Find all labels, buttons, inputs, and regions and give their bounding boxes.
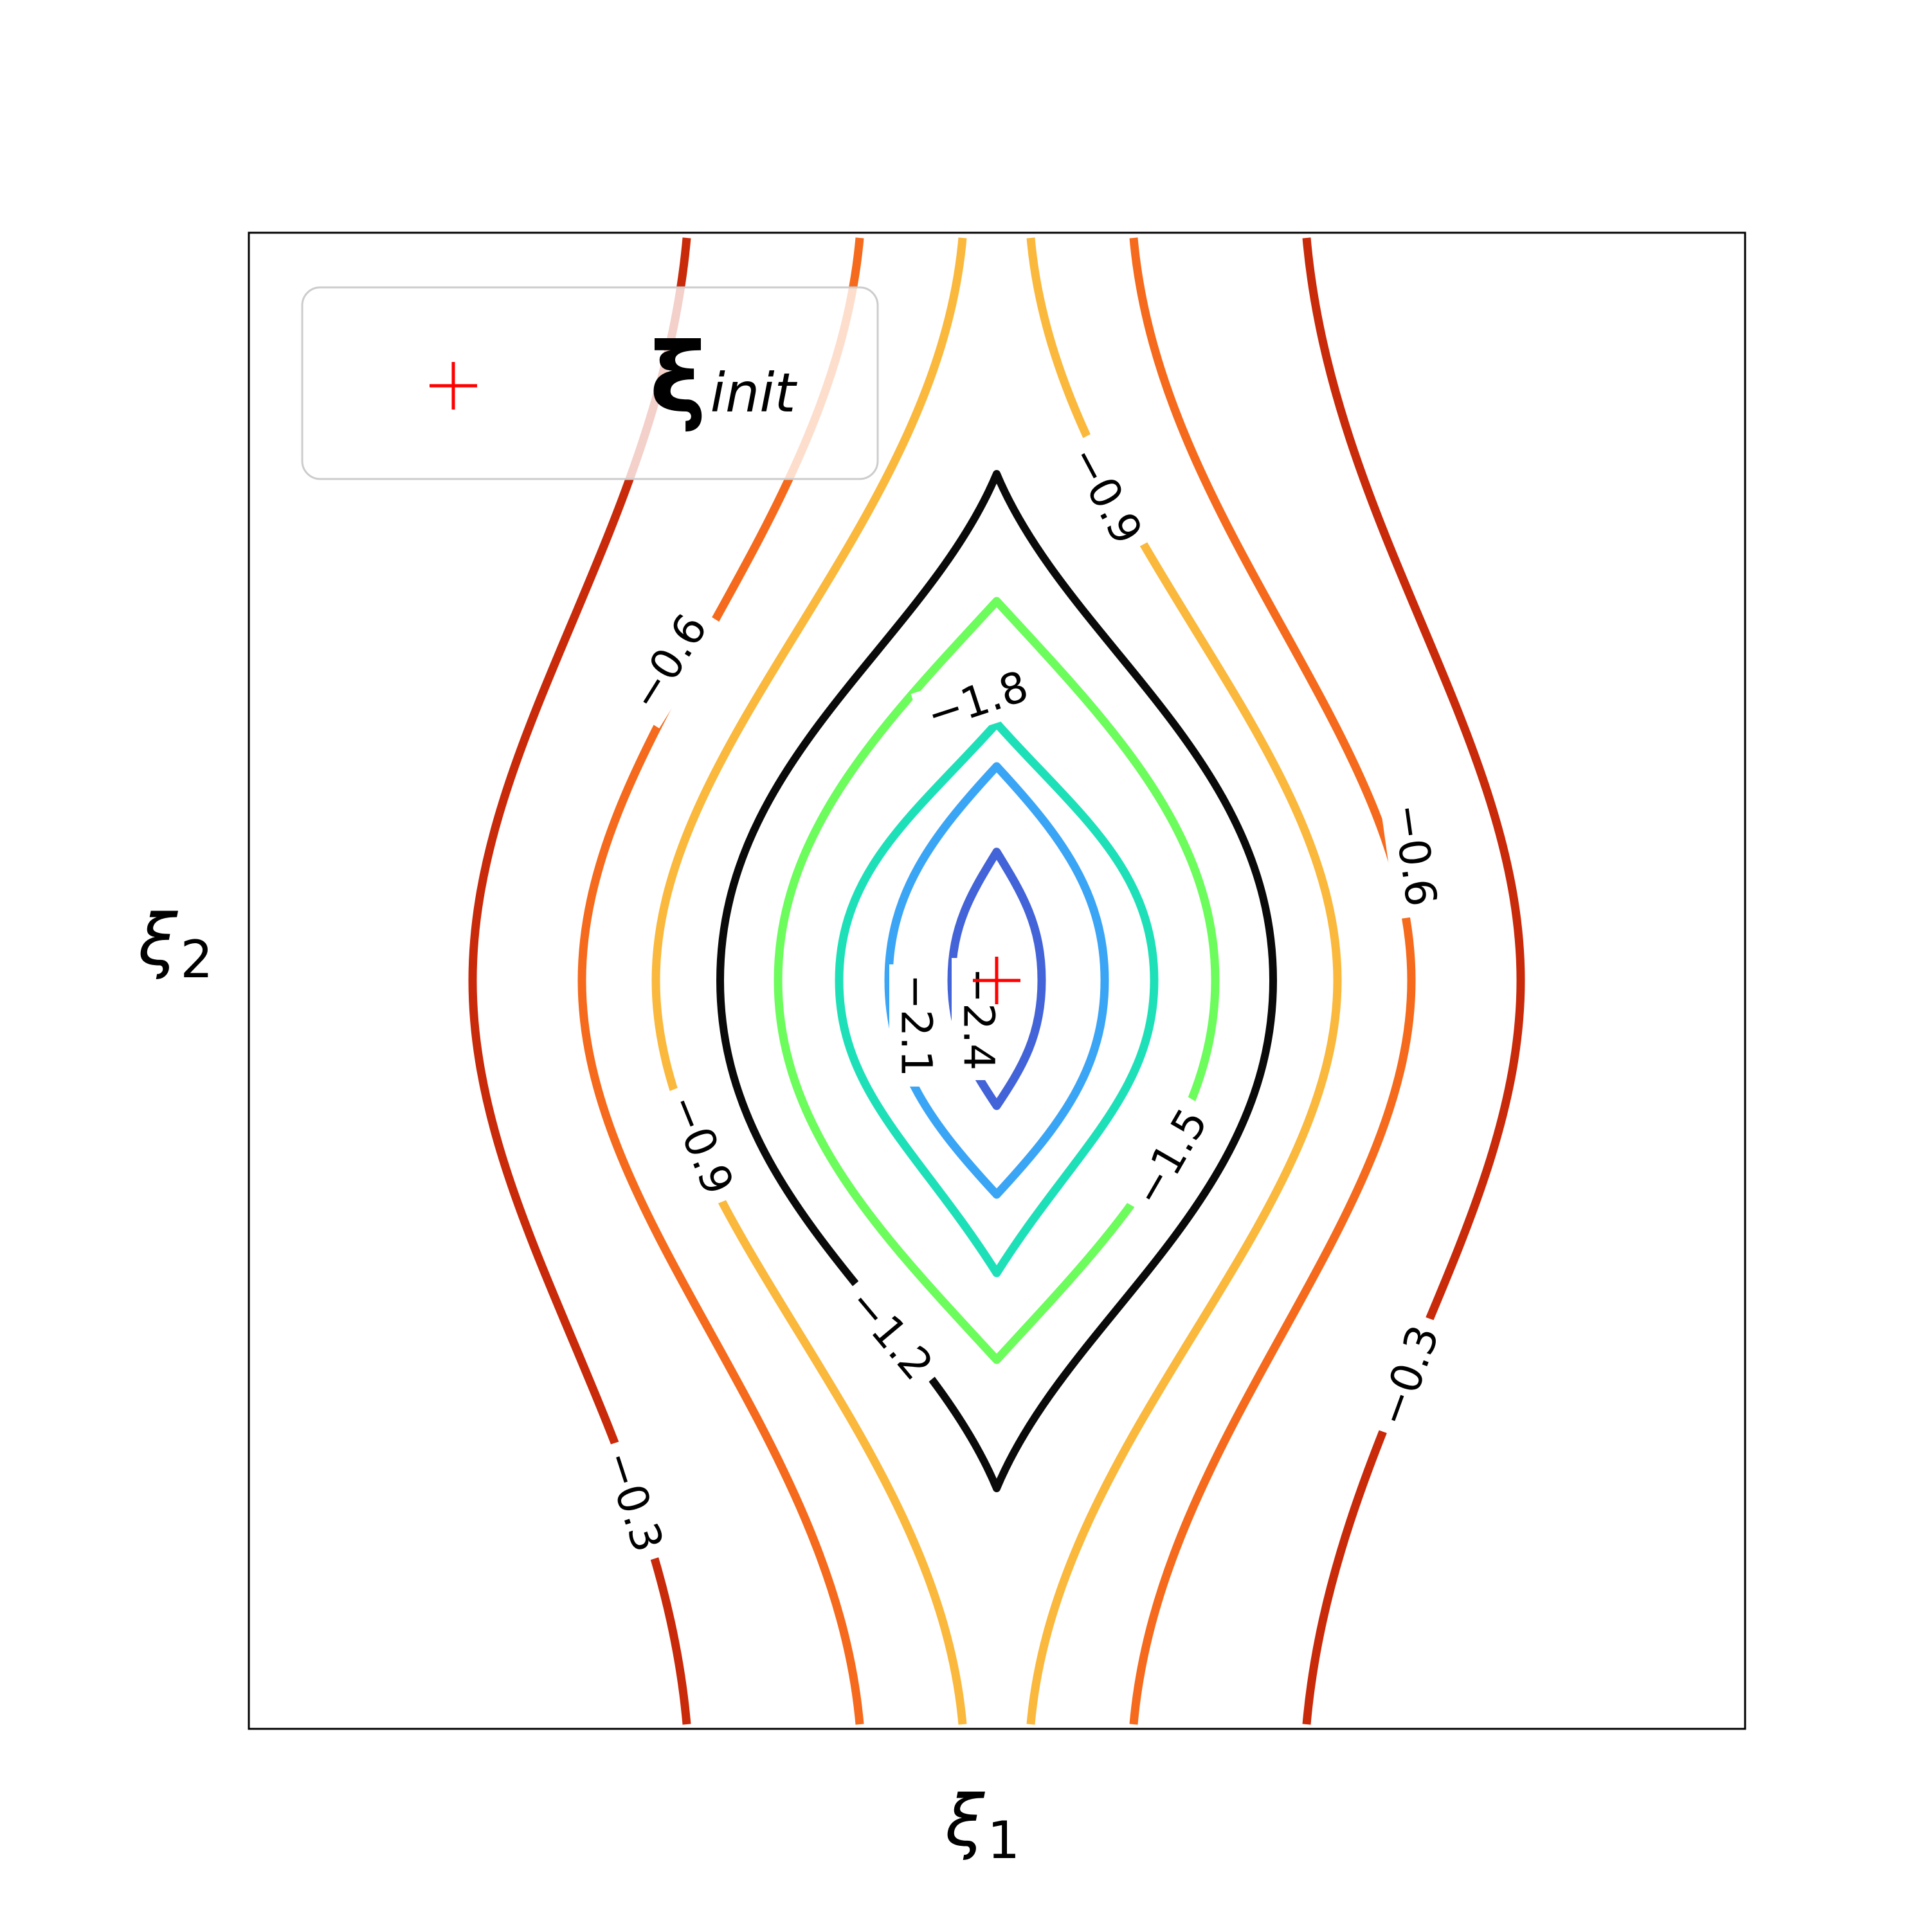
plot-frame [248, 231, 1746, 1730]
contour-line [947, 847, 1046, 1110]
contour-level-neg0p6 [577, 237, 1416, 1725]
contour-line-left [651, 237, 967, 1725]
contour-line-right [1129, 237, 1416, 1725]
x-axis-label-symbol: ξ [945, 1780, 985, 1862]
contour-label-knockout [889, 964, 943, 1087]
contour-label-knockout [1379, 791, 1450, 919]
contour-level-neg2p4 [947, 847, 1046, 1110]
contour-labels-layer: −2.4−2.1−1.8−1.5−1.2−0.9−0.9−0.6−0.6−0.3… [588, 428, 1454, 1568]
contour-line-right [1302, 237, 1525, 1725]
y-axis-label: ξ2 [138, 899, 213, 989]
contour-label-knockout [952, 958, 1006, 1080]
contour-label: −2.1 [892, 974, 941, 1077]
contour-line [884, 762, 1109, 1199]
contour-level-neg1p5 [774, 597, 1220, 1364]
contour-level-neg2p1 [884, 762, 1109, 1199]
legend-label-sub: init [711, 361, 798, 424]
x-axis-label-sub: 1 [987, 1810, 1020, 1870]
contour-label-knockout [1362, 1309, 1454, 1443]
contour-label-knockout [830, 1270, 951, 1398]
contour-label-knockout [910, 656, 1044, 746]
xi-init-marker [973, 957, 1020, 1004]
contour-line [716, 470, 1277, 1492]
legend-label: ξinit [649, 323, 798, 435]
contour-line [835, 719, 1159, 1277]
y-axis-label-sub: 2 [180, 930, 213, 989]
contour-label: −0.9 [1060, 438, 1152, 552]
contour-label-knockout [1053, 428, 1159, 562]
contour-level-neg1p8 [835, 719, 1159, 1277]
legend: ξinit [301, 286, 879, 480]
contour-label: −0.9 [658, 1087, 743, 1201]
contour-line-left [577, 237, 864, 1725]
contour-label: −0.6 [1383, 800, 1447, 909]
contour-label-knockout [588, 1434, 678, 1568]
contour-label-knockout [1116, 1090, 1224, 1224]
contour-line [774, 597, 1220, 1364]
x-axis-label: ξ1 [945, 1780, 1020, 1870]
contour-label-knockout [613, 596, 724, 728]
contour-label-knockout [653, 1078, 749, 1211]
y-axis-label-symbol: ξ [138, 899, 178, 981]
legend-box [301, 286, 879, 480]
legend-label-symbol: ξ [649, 323, 707, 435]
contour-level-neg1p2 [716, 470, 1277, 1492]
legend-marker-plus-icon [430, 362, 477, 410]
